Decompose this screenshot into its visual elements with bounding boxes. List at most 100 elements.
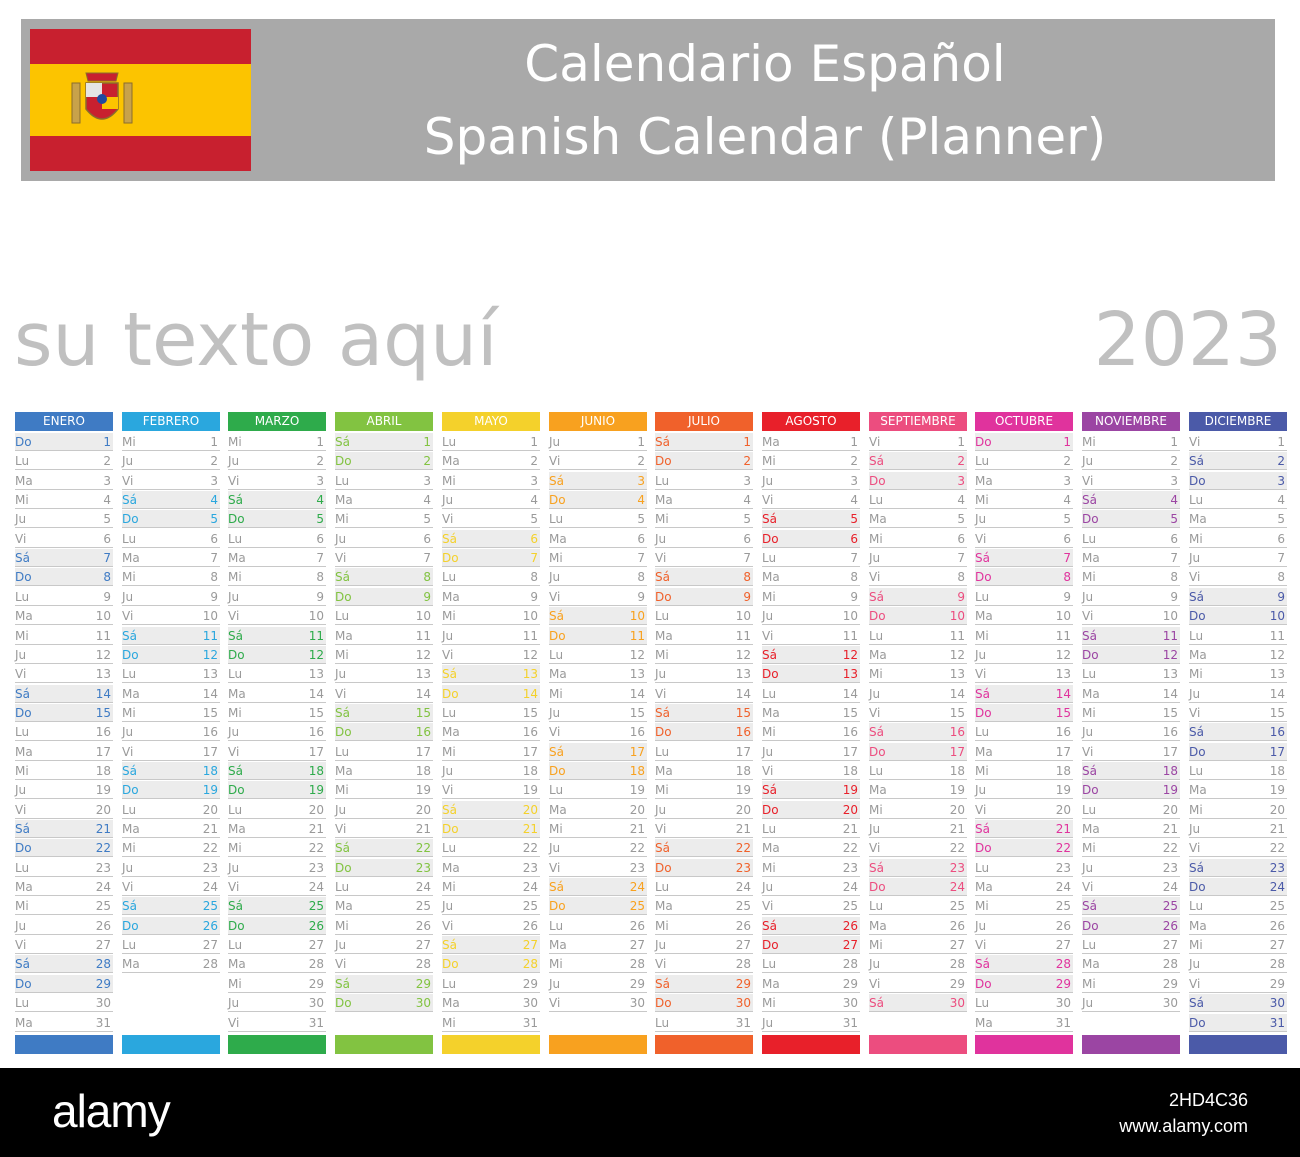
day-row: Do 24	[869, 878, 967, 897]
day-name: Mi	[869, 667, 883, 682]
day-row: Vi 1	[869, 433, 967, 451]
day-row: Lu 15	[442, 704, 540, 722]
day-row: Lu 30	[975, 994, 1073, 1013]
day-name: Ju	[762, 880, 774, 895]
day-name: Sá	[549, 609, 564, 624]
day-row: Lu 23	[15, 859, 113, 877]
day-number: 5	[850, 512, 858, 527]
day-name: Mi	[228, 976, 242, 991]
day-row: Lu 4	[1189, 491, 1287, 510]
day-number: 30	[415, 996, 431, 1011]
day-number: 21	[629, 822, 645, 836]
day-name: Ju	[869, 551, 881, 566]
day-number: 17	[949, 744, 965, 759]
day-number: 26	[949, 918, 965, 933]
day-name: Ma	[549, 531, 567, 546]
month-header: ENERO	[15, 412, 113, 431]
day-row: Do 17	[869, 742, 967, 761]
day-row: Mi 9	[762, 588, 860, 606]
day-name: Do	[228, 783, 245, 798]
day-number: 1	[637, 435, 645, 449]
day-name: Ma	[335, 763, 353, 778]
month-column-enero: ENERO Do 1 Lu 2 Ma 3 Mi 4 Ju 5 Vi 6 Sá 7 Do 8 Lu 9 Ma 10 Mi 11…	[15, 412, 113, 1054]
day-number: 19	[735, 783, 751, 798]
day-name: Lu	[762, 686, 777, 701]
day-row: Sá 14	[15, 684, 113, 703]
day-name: Sá	[15, 686, 30, 701]
day-row: Vi 10	[1082, 607, 1180, 626]
day-row: Mi 4	[975, 491, 1073, 510]
day-row: Do 12	[228, 645, 326, 664]
day-number: 24	[95, 880, 111, 895]
day-name: Ma	[335, 628, 353, 643]
day-name: Sá	[975, 686, 990, 701]
day-name: Lu	[762, 957, 777, 972]
day-name: Ma	[1082, 686, 1100, 701]
day-number: 9	[316, 589, 324, 604]
day-row: Vi 4	[762, 491, 860, 510]
day-row: Mi 5	[335, 510, 433, 529]
day-name: Vi	[228, 744, 240, 759]
day-number: 1	[423, 435, 431, 449]
day-name: Ma	[762, 435, 780, 449]
day-number: 19	[415, 783, 431, 798]
day-name: Mi	[655, 783, 669, 798]
day-name: Mi	[228, 435, 242, 449]
day-number: 4	[637, 493, 645, 508]
day-number: 23	[1269, 860, 1285, 875]
day-row: Ju 15	[549, 704, 647, 722]
day-row: Lu 6	[1082, 530, 1180, 548]
day-name: Lu	[1082, 802, 1097, 817]
day-name: Sá	[1189, 589, 1204, 604]
day-number: 28	[842, 957, 858, 972]
day-number: 11	[1162, 628, 1178, 643]
year-label: 2023	[1093, 297, 1282, 383]
day-name: Mi	[655, 918, 669, 933]
day-row: Ma 26	[1189, 917, 1287, 935]
day-number: 31	[842, 1015, 858, 1030]
day-name: Sá	[762, 783, 777, 798]
day-name: Ju	[15, 512, 27, 527]
day-name: Mi	[1189, 802, 1203, 817]
day-name: Vi	[15, 938, 27, 953]
day-name: Ju	[549, 435, 561, 449]
day-name: Mi	[762, 860, 776, 875]
day-name: Ju	[975, 783, 987, 798]
day-row: Mi 27	[1189, 936, 1287, 955]
day-number: 19	[202, 783, 218, 798]
day-row: Vi 27	[15, 936, 113, 955]
day-name: Lu	[1189, 628, 1204, 643]
day-row: Sá 18	[122, 761, 220, 780]
day-name: Mi	[762, 454, 776, 469]
day-number: 30	[95, 996, 111, 1011]
day-name: Ma	[228, 686, 246, 701]
day-name: Ju	[1189, 686, 1201, 701]
day-name: Ju	[762, 473, 774, 488]
day-row: Sá 10	[549, 607, 647, 626]
day-row: Vi 1	[1189, 433, 1287, 451]
day-row: Do 19	[228, 781, 326, 800]
day-name: Sá	[1082, 628, 1097, 643]
day-row: Sá 12	[762, 645, 860, 664]
day-number: 17	[95, 744, 111, 759]
day-row: Do 4	[549, 491, 647, 510]
day-number: 9	[210, 589, 218, 604]
day-row: Ma 14	[228, 685, 326, 703]
day-name: Ju	[549, 705, 561, 720]
day-row: Sá 25	[1082, 897, 1180, 916]
day-row: Ma 12	[869, 646, 967, 664]
day-name: Ma	[122, 822, 140, 836]
day-row: Vi 7	[655, 549, 753, 568]
day-number: 5	[423, 512, 431, 527]
day-number: 13	[1055, 667, 1071, 682]
day-number: 30	[842, 996, 858, 1011]
day-number: 10	[735, 609, 751, 624]
day-name: Do	[975, 705, 992, 720]
day-number: 6	[423, 531, 431, 546]
day-name: Do	[442, 686, 459, 701]
day-name: Ma	[442, 589, 460, 604]
day-name: Do	[655, 725, 672, 740]
day-number: 22	[95, 841, 111, 856]
day-name: Ju	[228, 725, 240, 740]
day-number: 24	[1055, 880, 1071, 895]
